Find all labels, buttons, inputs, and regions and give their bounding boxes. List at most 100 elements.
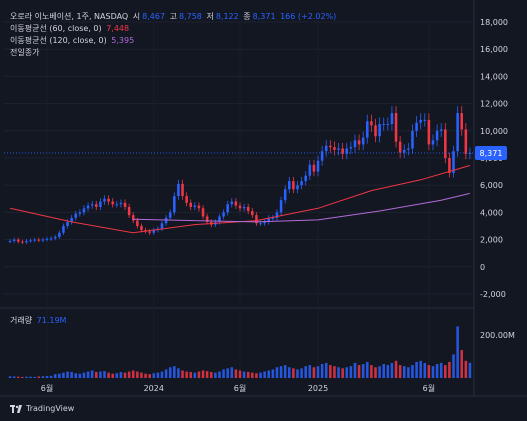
volume-bar	[292, 368, 295, 378]
price-tick-label: 0	[480, 263, 485, 272]
volume-bar	[374, 367, 377, 378]
candle-body	[263, 221, 266, 224]
candle-body	[267, 217, 271, 222]
candle-body	[333, 147, 336, 150]
candle-body	[415, 122, 418, 131]
price-tick-label: -2,000	[480, 290, 506, 299]
candle-body	[86, 205, 90, 209]
prev-close-label: 전일종가	[10, 48, 40, 57]
volume-bar	[119, 371, 123, 378]
candle-body	[468, 152, 472, 154]
candle-body	[74, 213, 78, 218]
candle-body	[136, 220, 139, 226]
volume-bar	[152, 373, 156, 378]
candle-body	[49, 238, 53, 240]
volume-bar	[345, 367, 349, 378]
volume-bar	[66, 371, 69, 378]
volume-bar	[246, 371, 250, 378]
volume-bar	[312, 367, 316, 378]
volume-bar	[62, 372, 65, 378]
candle-body	[226, 204, 229, 213]
last-price-badge	[475, 145, 507, 160]
volume-bar	[452, 354, 455, 378]
candle-body	[78, 212, 82, 214]
legend-row-ma120[interactable]: 이동평균선 (120, close, 0) 5,395	[10, 36, 136, 46]
candle-body	[238, 205, 242, 209]
volume-bar	[230, 367, 234, 378]
candle-body	[99, 201, 102, 207]
candle-body	[374, 125, 377, 137]
volume-bar	[444, 365, 447, 378]
volume-bar	[320, 364, 324, 378]
volume-bar	[423, 362, 427, 378]
candle-body	[357, 140, 361, 145]
candle-body	[168, 212, 172, 218]
candle-body	[251, 211, 254, 216]
price-tick-label: 10,000	[480, 127, 508, 136]
candle-body	[279, 200, 283, 213]
volume-bar	[123, 372, 127, 378]
candle-body	[230, 201, 234, 205]
candle-body	[341, 148, 344, 154]
legend-row-prev-close[interactable]: 전일종가	[10, 48, 41, 58]
volume-bar	[82, 372, 86, 378]
candle-body	[304, 175, 307, 182]
volume-bar	[468, 362, 472, 378]
volume-bar	[58, 373, 61, 378]
legend-row-ma60[interactable]: 이동평균선 (60, close, 0) 7,448	[10, 24, 131, 34]
candle-body	[33, 239, 36, 241]
candle-body	[234, 201, 238, 206]
volume-bar	[107, 372, 110, 378]
candle-body	[222, 212, 225, 217]
volume-bar	[402, 366, 406, 378]
volume-bar	[271, 369, 275, 378]
candle-body	[361, 137, 365, 145]
grid	[0, 0, 527, 397]
volume-bar	[394, 360, 398, 378]
candle-body	[90, 204, 94, 206]
candle-body	[148, 231, 151, 233]
volume-bar	[349, 366, 353, 378]
ma60-label: 이동평균선 (60, close, 0)	[10, 24, 102, 33]
volume-bar	[33, 376, 36, 378]
candle-body	[21, 241, 24, 243]
legend-row-volume[interactable]: 거래량 71.19M	[10, 316, 68, 326]
volume-bar	[263, 371, 266, 378]
axes: 18,00016,00014,00012,00010,0008,0006,000…	[41, 18, 515, 393]
volume-bar	[439, 362, 443, 378]
tradingview-brand[interactable]: TradingView	[10, 404, 74, 413]
candle-body	[394, 113, 398, 142]
candle-body	[329, 145, 332, 148]
candle-body	[390, 113, 394, 124]
volume-bar	[390, 362, 394, 378]
volume-bar	[156, 372, 160, 378]
candle-body	[115, 204, 119, 206]
volume-bar	[283, 365, 287, 378]
candle-body	[370, 121, 373, 126]
volume-bar	[16, 376, 20, 378]
legend-low-label: 저	[206, 12, 214, 21]
candle-body	[296, 185, 299, 190]
volume-bar	[366, 361, 369, 378]
candle-body	[444, 129, 447, 158]
candle-body	[456, 113, 459, 152]
volume-bar	[288, 367, 291, 378]
volume-bar	[115, 373, 119, 378]
volume-bar	[304, 366, 307, 378]
volume-bar	[45, 376, 49, 378]
candle-body	[320, 151, 324, 161]
volume-bar	[337, 367, 340, 378]
candle-body	[107, 198, 110, 202]
candle-body	[152, 230, 156, 233]
candle-body	[12, 239, 16, 241]
candle-body	[8, 240, 12, 242]
volume-bar	[12, 376, 16, 378]
candle-body	[345, 148, 349, 154]
volume-bar	[341, 368, 344, 378]
volume-bar	[419, 360, 422, 378]
candle-body	[353, 140, 357, 148]
volume-bar	[131, 370, 135, 378]
volume-bar	[197, 371, 201, 378]
candle-body	[53, 236, 57, 239]
